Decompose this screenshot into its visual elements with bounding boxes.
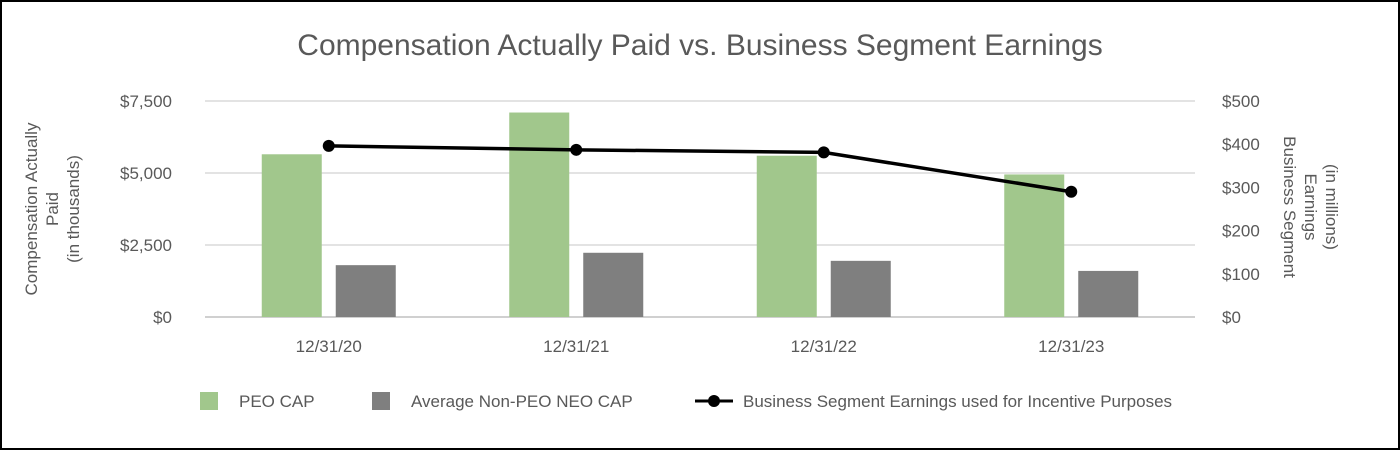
legend-label: Average Non-PEO NEO CAP [411,392,633,411]
x-tick-label: 12/31/21 [543,337,609,356]
earnings-marker [322,139,335,152]
earnings-line [328,144,1072,194]
right-tick-label: $100 [1222,265,1260,284]
left-tick-label: $5,000 [120,164,172,183]
legend-label: PEO CAP [239,392,315,411]
right-axis-title-line: (in millions) [1322,164,1341,250]
legend-swatch [372,392,390,410]
legend-label: Business Segment Earnings used for Incen… [743,392,1172,411]
bar-non-peo-neo-cap [335,265,396,317]
left-axis-ticks: $0 $2,500 $5,000 $7,500 [120,92,172,327]
earnings-marker [817,146,830,159]
bars-group [261,112,1139,318]
bar-peo-cap [261,154,322,317]
left-tick-label: $2,500 [120,236,172,255]
x-tick-label: 12/31/23 [1038,337,1104,356]
right-axis-label: Business Segment Earnings (in millions) [1280,136,1341,278]
legend: PEO CAP Average Non-PEO NEO CAP Business S… [200,392,1172,411]
bar-peo-cap [509,112,570,318]
right-axis-title-line: Business Segment [1280,136,1299,278]
right-tick-label: $500 [1222,92,1260,111]
left-axis-title-line: (in thousands) [64,155,83,263]
chart-title: Compensation Actually Paid vs. Business … [297,29,1102,62]
legend-swatch [200,392,218,410]
left-axis-title-line: Compensation Actually [22,122,41,295]
bar-non-peo-neo-cap [1078,270,1139,317]
line-series-group [322,139,1078,198]
right-axis-title: Business Segment Earnings (in millions) [1280,136,1341,278]
right-axis-ticks: $0 $100 $200 $300 $400 $500 [1222,92,1260,327]
right-tick-label: $300 [1222,178,1260,197]
right-tick-label: $0 [1222,308,1241,327]
right-tick-label: $400 [1222,135,1260,154]
left-axis-label: Compensation Actually Paid (in thousands) [22,122,83,295]
left-axis-title-line: Paid [43,192,62,226]
left-axis-title: Compensation Actually Paid (in thousands) [22,122,83,295]
right-tick-label: $200 [1222,222,1260,241]
x-axis-ticks: 12/31/20 12/31/21 12/31/22 12/31/23 [296,337,1105,356]
x-tick-label: 12/31/22 [791,337,857,356]
bar-peo-cap [1004,174,1065,317]
earnings-marker [570,143,583,156]
left-tick-label: $7,500 [120,92,172,111]
x-tick-label: 12/31/20 [296,337,362,356]
left-tick-label: $0 [153,308,172,327]
bar-non-peo-neo-cap [830,260,891,317]
bar-peo-cap [756,155,817,317]
right-axis-title-line: Earnings [1301,173,1320,240]
legend-marker [708,395,720,407]
earnings-marker [1065,185,1078,198]
bar-non-peo-neo-cap [583,252,644,317]
